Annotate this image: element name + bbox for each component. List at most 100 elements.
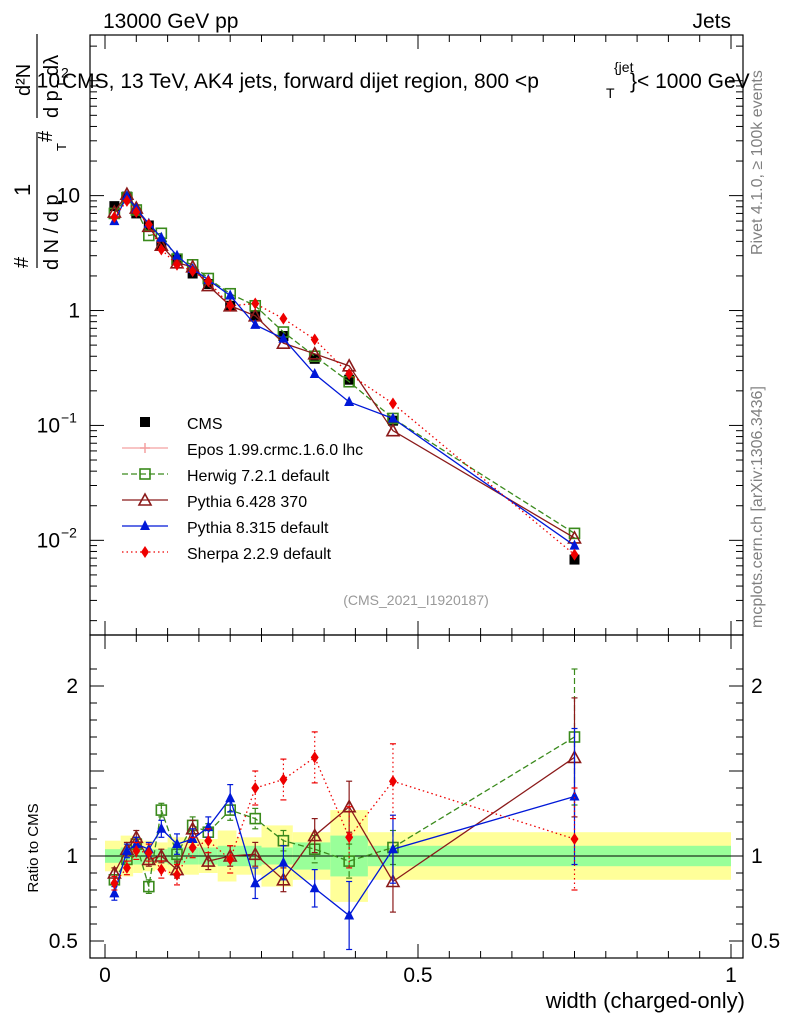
marker-sherpa bbox=[388, 397, 397, 410]
title-superscript: {jet bbox=[614, 59, 634, 75]
marker-pythia6 bbox=[385, 873, 401, 888]
marker-sherpa bbox=[141, 546, 149, 558]
legend-label: Herwig 7.2.1 default bbox=[187, 468, 330, 485]
marker-pythia6 bbox=[247, 846, 263, 861]
marker-pythia6 bbox=[141, 851, 157, 866]
marker-sherpa bbox=[110, 877, 119, 890]
marker-pythia8 bbox=[171, 838, 182, 849]
series-pythia bbox=[107, 186, 582, 913]
series-sherpa bbox=[110, 194, 579, 891]
legend-label: Epos 1.99.crmc.1.6.0 lhc bbox=[187, 442, 363, 459]
y-tick-exponent: −2 bbox=[61, 524, 77, 540]
marker-herwig bbox=[249, 812, 262, 825]
y-label-frac-den: d N / d p bbox=[41, 194, 63, 270]
marker-pythia8 bbox=[171, 249, 182, 260]
marker-sherpa bbox=[226, 299, 235, 312]
marker-pythia8 bbox=[278, 856, 289, 867]
ratio-y-tick-label: 2 bbox=[66, 675, 78, 698]
marker-sherpa bbox=[251, 782, 260, 794]
marker-sherpa bbox=[204, 275, 213, 288]
chart-title-text: CMS, 13 TeV, AK4 jets, forward dijet reg… bbox=[62, 70, 539, 93]
marker-pythia8 bbox=[569, 539, 580, 550]
marker-pythia6 bbox=[307, 827, 323, 842]
y-label-frac-num: 1 bbox=[10, 184, 35, 196]
chart-title: CMS, 13 TeV, AK4 jets, forward dijet reg… bbox=[62, 59, 750, 101]
marker-sherpa bbox=[345, 368, 354, 381]
legend-entry: Sherpa 2.2.9 default bbox=[122, 546, 332, 563]
ratio-y-tick-label-right: 2 bbox=[751, 675, 763, 698]
marker-sherpa bbox=[157, 863, 166, 876]
ratio-y-tick-label: 0.5 bbox=[49, 930, 78, 953]
marker-pythia8 bbox=[156, 231, 167, 242]
marker-pythia6 bbox=[385, 423, 401, 437]
legend-label: CMS bbox=[187, 416, 223, 433]
y-tick-exponent: 2 bbox=[61, 65, 69, 81]
x-tick-label: 0.5 bbox=[403, 964, 432, 987]
main-plot-frame bbox=[89, 34, 744, 636]
marker-pythia8 bbox=[387, 412, 398, 423]
series-line bbox=[113, 199, 575, 556]
y-tick-label: 10 bbox=[37, 70, 60, 93]
marker-pythia8 bbox=[387, 843, 398, 854]
marker-sherpa bbox=[144, 218, 153, 231]
y-tick-label: 10 bbox=[37, 414, 60, 437]
marker-sherpa bbox=[570, 833, 579, 845]
marker-pythia8 bbox=[225, 792, 236, 803]
x-tick-label: 0 bbox=[99, 964, 111, 987]
marker-pythia8 bbox=[109, 887, 120, 898]
legend: CMS Epos 1.99.crmc.1.6.0 lhc Herwig 7.2.1 … bbox=[122, 416, 363, 563]
y-label-deriv-num: d²N bbox=[13, 64, 35, 96]
marker-pythia8 bbox=[309, 882, 320, 893]
marker-sherpa bbox=[251, 297, 260, 310]
marker-pythia8 bbox=[225, 289, 236, 300]
y-tick-exponent: −1 bbox=[61, 409, 77, 425]
marker-sherpa bbox=[279, 773, 288, 786]
ratio-y-tick-label-right: 0.5 bbox=[751, 930, 780, 953]
marker-herwig bbox=[139, 468, 151, 480]
y-axis-label-ratio: Ratio to CMS bbox=[25, 803, 42, 892]
marker-sherpa bbox=[310, 751, 319, 764]
legend-entry: Pythia 6.428 370 bbox=[122, 492, 307, 511]
y-label-deriv-den: d p bbox=[41, 90, 63, 118]
marker-sherpa bbox=[345, 831, 354, 844]
ratio-plot-frame bbox=[89, 634, 744, 959]
title-tail: }< 1000 GeV bbox=[630, 70, 750, 93]
legend-label: Pythia 8.315 default bbox=[187, 520, 329, 537]
marker-herwig bbox=[568, 527, 581, 540]
legend-entry: Epos 1.99.crmc.1.6.0 lhc bbox=[122, 442, 363, 459]
marker-sherpa bbox=[570, 548, 579, 561]
watermark: (CMS_2021_I1920187) bbox=[343, 592, 489, 608]
ratio-y-tick-label-right: 1 bbox=[751, 845, 763, 868]
ratio-line bbox=[113, 736, 575, 887]
marker-sherpa bbox=[310, 333, 319, 346]
title-subscript: T bbox=[606, 85, 615, 101]
legend-label: Pythia 6.428 370 bbox=[187, 494, 307, 511]
marker-sherpa bbox=[132, 844, 141, 857]
marker-sherpa bbox=[122, 861, 131, 874]
x-tick-label: 1 bbox=[725, 964, 737, 987]
marker-pythia6 bbox=[137, 492, 153, 506]
marker-pythia8 bbox=[309, 368, 320, 379]
marker-sherpa bbox=[388, 775, 397, 788]
marker-pythia6 bbox=[307, 346, 323, 360]
marker-sherpa bbox=[144, 846, 153, 859]
marker-sherpa bbox=[279, 312, 288, 325]
marker-pythia8 bbox=[140, 520, 150, 530]
marker-sherpa bbox=[204, 834, 213, 847]
marker-sherpa bbox=[188, 841, 197, 854]
marker-pythia8 bbox=[344, 395, 355, 406]
marker-sherpa bbox=[226, 853, 235, 866]
mcplots-label: mcplots.cern.ch [arXiv:1306.3436] bbox=[749, 386, 766, 628]
marker-sherpa bbox=[172, 258, 181, 271]
marker-pythia8 bbox=[250, 318, 261, 329]
marker-pythia6 bbox=[200, 853, 216, 867]
legend-entry: Pythia 8.315 default bbox=[122, 520, 329, 537]
marker-pythia8 bbox=[278, 332, 289, 343]
marker-cms bbox=[140, 417, 150, 427]
y-label-frac-den-sub: T bbox=[54, 143, 69, 151]
axes-frames bbox=[89, 34, 744, 959]
marker-sherpa bbox=[110, 211, 119, 224]
